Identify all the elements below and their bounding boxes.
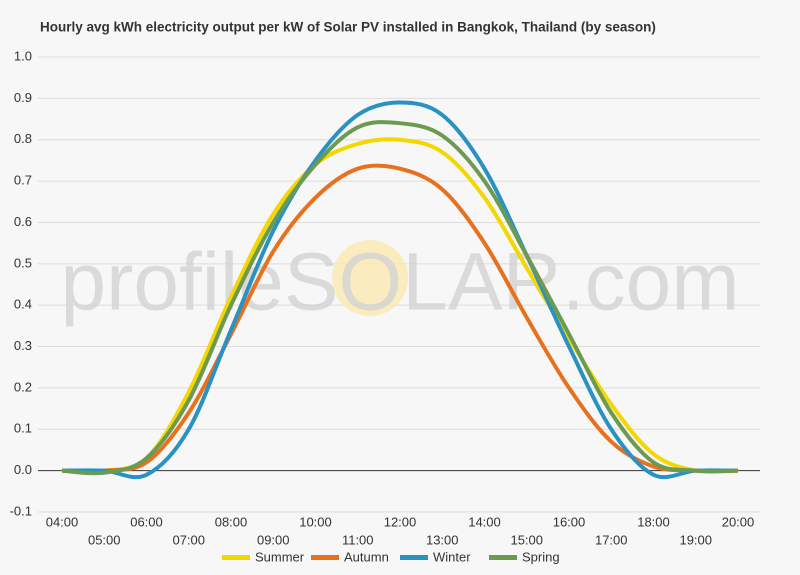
legend-swatch [489, 555, 517, 560]
x-tick-label: 08:00 [215, 514, 248, 529]
y-tick-label: 0.2 [14, 379, 32, 394]
legend-swatch [222, 555, 250, 560]
x-tick-label: 09:00 [257, 532, 290, 547]
y-tick-label: 0.9 [14, 90, 32, 105]
x-tick-label: 11:00 [342, 532, 374, 547]
x-tick-label: 18:00 [637, 514, 670, 529]
x-tick-label: 15:00 [510, 532, 543, 547]
y-tick-label: 0.0 [14, 462, 32, 477]
x-tick-label: 19:00 [679, 532, 712, 547]
x-tick-label: 07:00 [172, 532, 205, 547]
series-line [61, 163, 739, 474]
legend-label: Spring [522, 549, 560, 564]
legend-swatch [400, 555, 428, 560]
y-tick-label: 0.5 [14, 255, 32, 270]
watermark-sun [332, 240, 408, 316]
y-tick-label: 0.1 [14, 421, 32, 436]
watermark: profileSOLAR.com [60, 237, 739, 328]
legend-swatch [311, 555, 339, 560]
series-line [61, 137, 739, 474]
x-tick-label: 12:00 [384, 514, 417, 529]
legend-label: Winter [433, 549, 471, 564]
y-tick-label: 0.7 [14, 173, 32, 188]
y-tick-label: 0.6 [14, 214, 32, 229]
y-tick-label: 0.4 [14, 297, 32, 312]
x-tick-label: 05:00 [88, 532, 121, 547]
chart-title: Hourly avg kWh electricity output per kW… [40, 20, 656, 35]
watermark-group: profileSOLAR.com [60, 237, 739, 328]
y-tick-label: -0.1 [10, 503, 32, 518]
x-tick-label: 10:00 [299, 514, 332, 529]
legend-label: Summer [255, 549, 305, 564]
series-line [61, 120, 739, 476]
x-tick-label: 17:00 [595, 532, 628, 547]
x-tick-label: 14:00 [468, 514, 501, 529]
y-tick-label: 1.0 [14, 48, 32, 63]
series-line [61, 100, 739, 480]
x-tick-label: 04:00 [46, 514, 79, 529]
x-tick-label: 16:00 [553, 514, 586, 529]
x-tick-label: 06:00 [130, 514, 163, 529]
y-tick-label: 0.8 [14, 131, 32, 146]
y-tick-label: 0.3 [14, 338, 32, 353]
x-tick-label: 13:00 [426, 532, 459, 547]
x-tick-label: 20:00 [722, 514, 755, 529]
legend-label: Autumn [344, 549, 389, 564]
